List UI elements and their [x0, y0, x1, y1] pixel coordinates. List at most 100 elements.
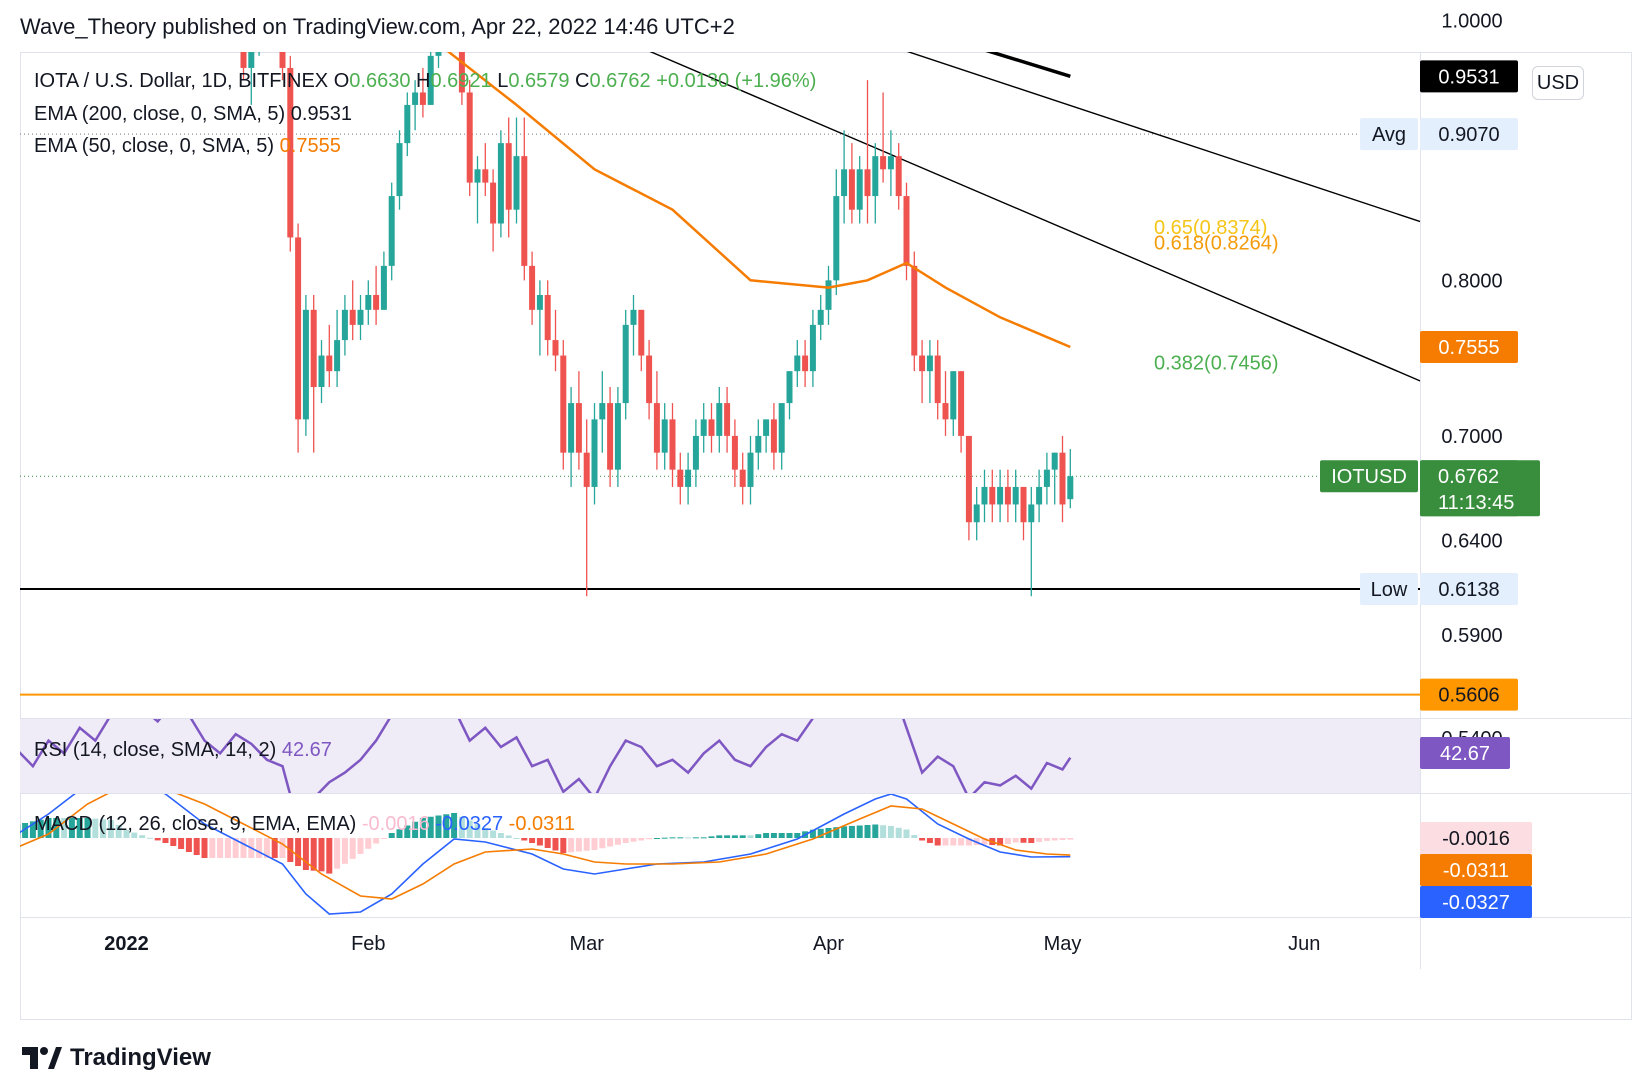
price-tick-label: 0.8000 — [1441, 270, 1502, 292]
fib-label: 0.618(0.8264) — [1154, 233, 1279, 255]
time-tick-label: 2022 — [104, 933, 149, 955]
candle-body — [786, 371, 793, 404]
candle-body — [630, 309, 637, 325]
macd-histogram-bar — [154, 838, 161, 841]
candle-body — [903, 196, 910, 266]
macd-histogram-bar — [84, 818, 91, 838]
macd-histogram-bar — [716, 835, 723, 838]
rsi-pane — [20, 719, 1072, 793]
candle-body — [1036, 486, 1043, 505]
macd-histogram-bar — [903, 829, 910, 838]
macd-histogram-bar — [224, 838, 231, 858]
legend: IOTA / U.S. Dollar, 1D, BITFINEX O0.6630… — [34, 70, 816, 835]
candle-body — [1051, 452, 1058, 470]
macd-histogram-bar — [809, 829, 816, 838]
candle-body — [474, 169, 481, 183]
candle-body — [233, 0, 239, 20]
macd-histogram-bar — [373, 838, 380, 844]
price-tag-bg — [1420, 60, 1518, 93]
macd-histogram-bar — [193, 838, 200, 855]
macd-histogram-bar — [443, 814, 450, 838]
candle-body — [1020, 486, 1027, 523]
macd-histogram-bar — [646, 838, 653, 840]
candle-body — [326, 355, 333, 372]
macd-histogram-bar — [513, 838, 520, 839]
time-tick-label: Mar — [569, 933, 604, 955]
candle-body — [302, 309, 309, 420]
macd-tag-bg — [1420, 822, 1532, 854]
macd-histogram-bar — [685, 837, 692, 839]
macd-histogram-bar — [341, 838, 348, 864]
currency-button[interactable]: USD — [1532, 66, 1584, 100]
macd-histogram-bar — [692, 837, 699, 839]
candle-body — [435, 52, 442, 56]
macd-histogram-bar — [669, 837, 676, 839]
macd-histogram-bar — [817, 828, 824, 838]
candle-body — [926, 355, 933, 372]
macd-histogram-bar — [848, 825, 855, 838]
candle-body — [887, 156, 894, 170]
legend-ema50-value: 0.7555 — [280, 135, 341, 157]
macd-histogram-bar — [583, 838, 590, 851]
macd-histogram-bar — [599, 838, 606, 849]
candle-body — [1043, 469, 1050, 487]
macd-histogram-bar — [146, 837, 153, 839]
candle-body — [833, 196, 840, 281]
macd-histogram-bar — [965, 838, 972, 846]
candle-body — [747, 452, 754, 487]
candle-body — [1067, 476, 1074, 500]
macd-histogram-bar — [209, 838, 216, 858]
candle-body — [763, 419, 770, 436]
time-tick-label: Apr — [813, 933, 844, 955]
candle-body — [341, 309, 348, 341]
macd-histogram-bar — [22, 823, 29, 838]
price-tag-bg — [1420, 678, 1518, 711]
macd-histogram-bar — [895, 827, 902, 838]
ema50-line — [446, 52, 1071, 349]
macd-histogram-bar — [310, 838, 317, 871]
macd-histogram-bar — [887, 826, 894, 838]
macd-histogram-bar — [653, 838, 660, 839]
macd-histogram-bar — [700, 837, 707, 839]
macd-histogram-bar — [357, 838, 364, 854]
macd-histogram-bar — [115, 825, 122, 838]
macd-histogram-bar — [466, 820, 473, 838]
legend-macd-signal: -0.0311 — [509, 813, 575, 835]
price-tag-bg — [1420, 573, 1518, 605]
candle-body — [310, 309, 317, 388]
macd-histogram-bar — [388, 833, 395, 838]
footer-brand-text: TradingView — [70, 1044, 211, 1071]
candle-body — [646, 355, 653, 404]
fib-label: 0.382(0.7456) — [1154, 352, 1279, 374]
macd-histogram-bar — [708, 836, 715, 838]
footer-brand[interactable]: TradingView — [22, 1044, 211, 1072]
candle-body — [724, 403, 731, 436]
candle-body — [1012, 486, 1019, 505]
macd-histogram-bar — [123, 830, 130, 838]
candle-body — [279, 52, 286, 68]
candle-body — [272, 0, 278, 20]
macd-histogram-bar — [92, 818, 99, 838]
legend-change: +0.0130 (+1.96%) — [656, 70, 816, 92]
signal-line — [20, 794, 1071, 900]
macd-histogram-bar — [1067, 838, 1074, 840]
legend-symbol: IOTA / U.S. Dollar, 1D, BITFINEX — [34, 70, 334, 92]
rsi-tag-label: 42.67 — [1440, 743, 1490, 765]
legend-ema200: EMA (200, close, 0, SMA, 5) 0.9531 — [34, 103, 352, 125]
price-tick-label: 0.5900 — [1441, 625, 1502, 647]
macd-histogram-bar — [131, 832, 138, 838]
macd-histogram-bar — [942, 838, 949, 846]
macd-histogram-bar — [1020, 838, 1027, 843]
trendline — [649, 52, 1420, 382]
legend-ema50-label: EMA (50, close, 0, SMA, 5) — [34, 135, 280, 157]
macd-histogram-bar — [661, 837, 668, 839]
grid — [20, 52, 1632, 969]
price-tag-label: 0.7555 — [1438, 337, 1499, 359]
candle-body — [560, 355, 567, 453]
macd-histogram-bar — [1051, 838, 1058, 841]
candle-body — [1028, 504, 1035, 523]
macd-histogram-bar — [505, 835, 512, 838]
macd-histogram-bar — [318, 838, 325, 872]
candle-body — [349, 309, 356, 325]
